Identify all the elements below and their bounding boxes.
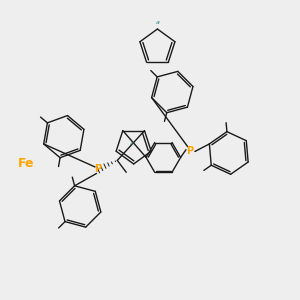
Text: P: P (187, 146, 194, 157)
Text: a: a (156, 20, 160, 26)
Text: Fe: Fe (18, 157, 34, 170)
Text: P: P (94, 164, 101, 174)
Text: a: a (130, 141, 134, 146)
